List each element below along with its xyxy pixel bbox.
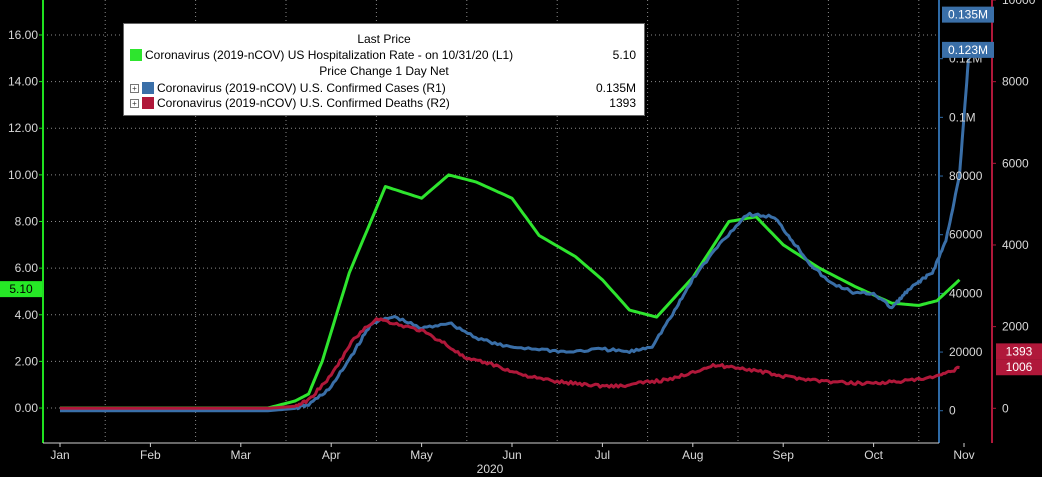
hospitalization-swatch xyxy=(130,49,142,61)
left-tick-label: 6.00 xyxy=(15,261,39,275)
right1-tick-label: 80000 xyxy=(949,169,983,183)
cases-swatch xyxy=(142,82,154,94)
tag-cases-last-label: 0.123M xyxy=(948,43,988,57)
series-line-left xyxy=(60,173,961,410)
x-tick-label: Nov xyxy=(953,448,974,462)
tag-hospitalization-last: 5.10 xyxy=(0,281,42,298)
x-tick-label: Aug xyxy=(682,448,703,462)
deaths-label: Coronavirus (2019-nCOV) U.S. Confirmed D… xyxy=(157,96,450,110)
x-tick-label: Apr xyxy=(322,448,341,462)
series-line-right1 xyxy=(60,58,970,413)
left-tick-label: 14.00 xyxy=(8,75,38,89)
tag-deaths-prev-label: 1006 xyxy=(1006,360,1033,374)
cases-label: Coronavirus (2019-nCOV) U.S. Confirmed C… xyxy=(157,81,446,95)
right1-tick-label: 60000 xyxy=(949,228,983,242)
left-tick-label: 4.00 xyxy=(15,308,39,322)
tag-deaths-last-label: 1393 xyxy=(1006,344,1033,358)
right2-tick-label: 4000 xyxy=(1002,238,1029,252)
right1-tick-label: 40000 xyxy=(949,286,983,300)
right2-tick-label: 10000 xyxy=(1002,0,1036,7)
deaths-value: 1393 xyxy=(609,96,636,110)
tag-deaths-last: 1393 xyxy=(996,343,1042,360)
legend-row-hospitalization[interactable]: Coronavirus (2019-nCOV) US Hospitalizati… xyxy=(130,48,636,63)
right1-tick-label: 20000 xyxy=(949,345,983,359)
tag-deaths-last-box xyxy=(996,343,1042,360)
x-tick-label: Jun xyxy=(502,448,521,462)
expand-deaths-icon[interactable]: + xyxy=(130,99,139,108)
right2-tick-label: 6000 xyxy=(1002,156,1029,170)
hospitalization-label: Coronavirus (2019-nCOV) US Hospitalizati… xyxy=(145,48,514,62)
left-tick-label: 0.00 xyxy=(15,401,39,415)
right2-tick-label: 8000 xyxy=(1002,75,1029,89)
x-tick-label: May xyxy=(410,448,433,462)
legend-box: Last Price Coronavirus (2019-nCOV) US Ho… xyxy=(123,23,645,116)
x-tick-label: Jan xyxy=(50,448,69,462)
legend-row-cases[interactable]: + Coronavirus (2019-nCOV) U.S. Confirmed … xyxy=(130,81,636,96)
left-tick-label: 10.00 xyxy=(8,168,38,182)
tag-cases-last-box xyxy=(942,41,994,58)
x-year-label: 2020 xyxy=(477,462,504,476)
last-value-tags: 5.10 0.135M 0.123M 1393 1006 xyxy=(0,6,1042,376)
tag-deaths-prev-box xyxy=(996,359,1042,376)
tag-cases-last: 0.123M xyxy=(942,41,994,58)
left-tick-label: 2.00 xyxy=(15,354,39,368)
left-tick-label: 16.00 xyxy=(8,28,38,42)
x-tick-label: Mar xyxy=(230,448,251,462)
right2-tick-label: 0 xyxy=(1002,401,1009,415)
legend-subtitle: Price Change 1 Day Net xyxy=(319,64,449,78)
series-line-right2 xyxy=(60,317,960,410)
tag-cases-top: 0.135M xyxy=(942,6,994,23)
left-tick-label: 8.00 xyxy=(15,215,39,229)
axes xyxy=(39,0,996,447)
right1-tick-label: 0 xyxy=(949,404,956,418)
left-tick-label: 12.00 xyxy=(8,121,38,135)
series-group xyxy=(60,58,970,413)
tag-hospitalization-last-label: 5.10 xyxy=(9,282,33,296)
legend-title: Last Price xyxy=(357,32,411,46)
legend-row-deaths[interactable]: + Coronavirus (2019-nCOV) U.S. Confirmed … xyxy=(130,96,636,111)
right2-tick-label: 2000 xyxy=(1002,320,1029,334)
hospitalization-value: 5.10 xyxy=(612,48,636,62)
tag-cases-top-box xyxy=(942,6,994,23)
x-tick-label: Sep xyxy=(773,448,795,462)
expand-cases-icon[interactable]: + xyxy=(130,84,139,93)
tag-deaths-prev: 1006 xyxy=(996,359,1042,376)
axis-labels: 0.00 2.00 4.00 6.00 8.00 10.00 12.00 14.00 16.00… xyxy=(8,0,1036,476)
tag-hospitalization-last-box xyxy=(0,281,42,298)
right1-tick-label: 0.1M xyxy=(949,110,976,124)
deaths-swatch xyxy=(142,97,154,109)
tag-cases-top-label: 0.135M xyxy=(948,8,988,22)
x-tick-label: Feb xyxy=(140,448,161,462)
x-tick-label: Jul xyxy=(595,448,610,462)
cases-value: 0.135M xyxy=(595,81,636,95)
x-tick-label: Oct xyxy=(864,448,883,462)
